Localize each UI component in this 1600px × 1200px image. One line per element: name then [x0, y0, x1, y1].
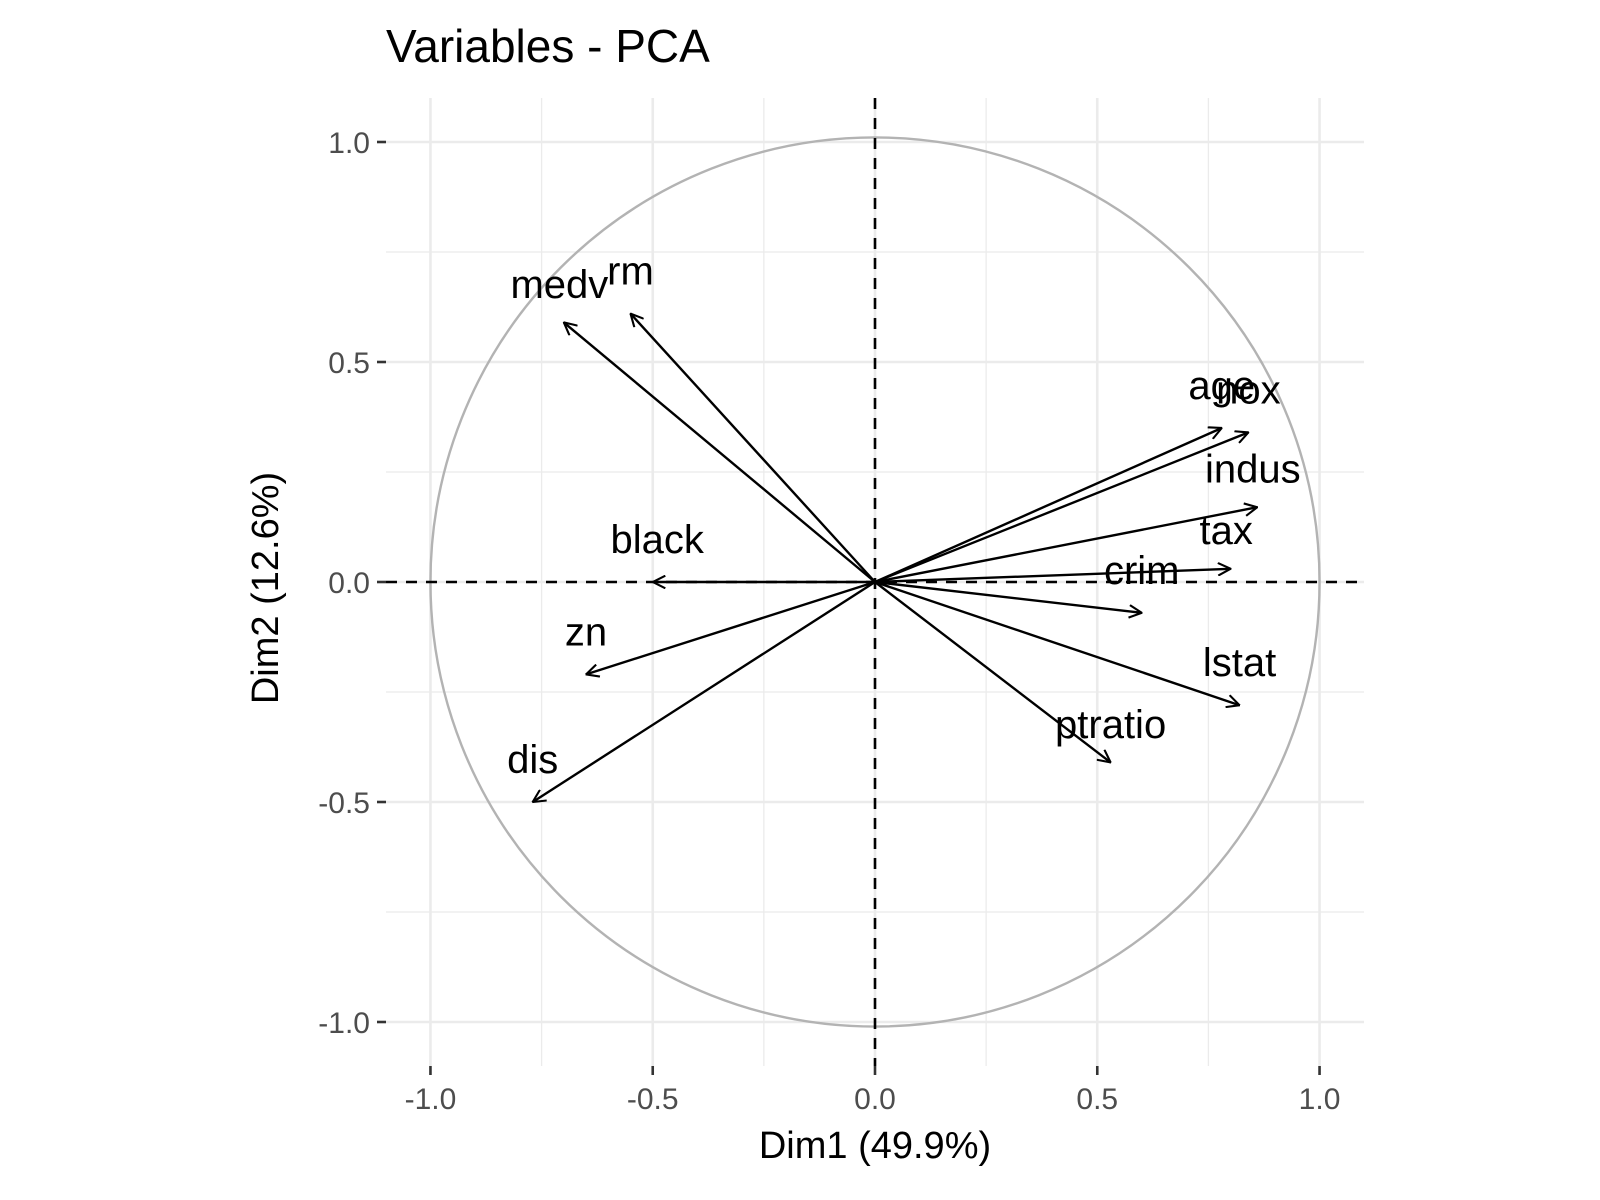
arrow-lstat: [874, 580, 1240, 705]
x-axis-ticks: -1.0 -0.5 0.0 0.5 1.0: [405, 1066, 1341, 1116]
label-indus: indus: [1205, 448, 1301, 492]
label-tax: tax: [1200, 509, 1253, 553]
chart-title: Variables - PCA: [386, 20, 710, 72]
y-tick-label: 0.0: [328, 567, 370, 600]
arrow-zn: [586, 580, 876, 674]
arrow-nox: [874, 432, 1248, 584]
variable-arrows: [533, 314, 1258, 802]
arrow-crim: [874, 580, 1142, 613]
y-tick-label: -0.5: [318, 787, 370, 820]
x-tick-label: 0.5: [1076, 1083, 1118, 1116]
x-axis-title: Dim1 (49.9%): [759, 1125, 991, 1167]
x-tick-label: -0.5: [627, 1083, 679, 1116]
label-black: black: [610, 518, 704, 562]
arrow-medv: [564, 322, 876, 583]
y-axis-title: Dim2 (12.6%): [245, 472, 287, 704]
label-rm: rm: [607, 250, 654, 294]
label-zn: zn: [565, 610, 607, 654]
x-tick-label: -1.0: [405, 1083, 457, 1116]
y-axis-ticks: -1.0 -0.5 0.0 0.5 1.0: [318, 127, 386, 1040]
arrow-dis: [533, 580, 876, 802]
arrow-age: [874, 428, 1222, 584]
label-dis: dis: [507, 738, 558, 782]
y-tick-label: 0.5: [328, 347, 370, 380]
label-lstat: lstat: [1203, 641, 1276, 685]
y-tick-label: -1.0: [318, 1007, 370, 1040]
x-tick-label: 0.0: [854, 1083, 896, 1116]
y-tick-label: 1.0: [328, 127, 370, 160]
arrow-indus: [874, 507, 1257, 584]
label-medv: medv: [510, 263, 608, 307]
label-nox: nox: [1216, 368, 1281, 412]
arrow-tax: [874, 569, 1231, 584]
label-crim: crim: [1104, 549, 1180, 593]
arrow-rm: [631, 314, 876, 583]
label-ptratio: ptratio: [1055, 703, 1166, 747]
label-age: age: [1188, 364, 1255, 408]
arrow-ptratio: [874, 581, 1111, 762]
x-tick-label: 1.0: [1299, 1083, 1341, 1116]
